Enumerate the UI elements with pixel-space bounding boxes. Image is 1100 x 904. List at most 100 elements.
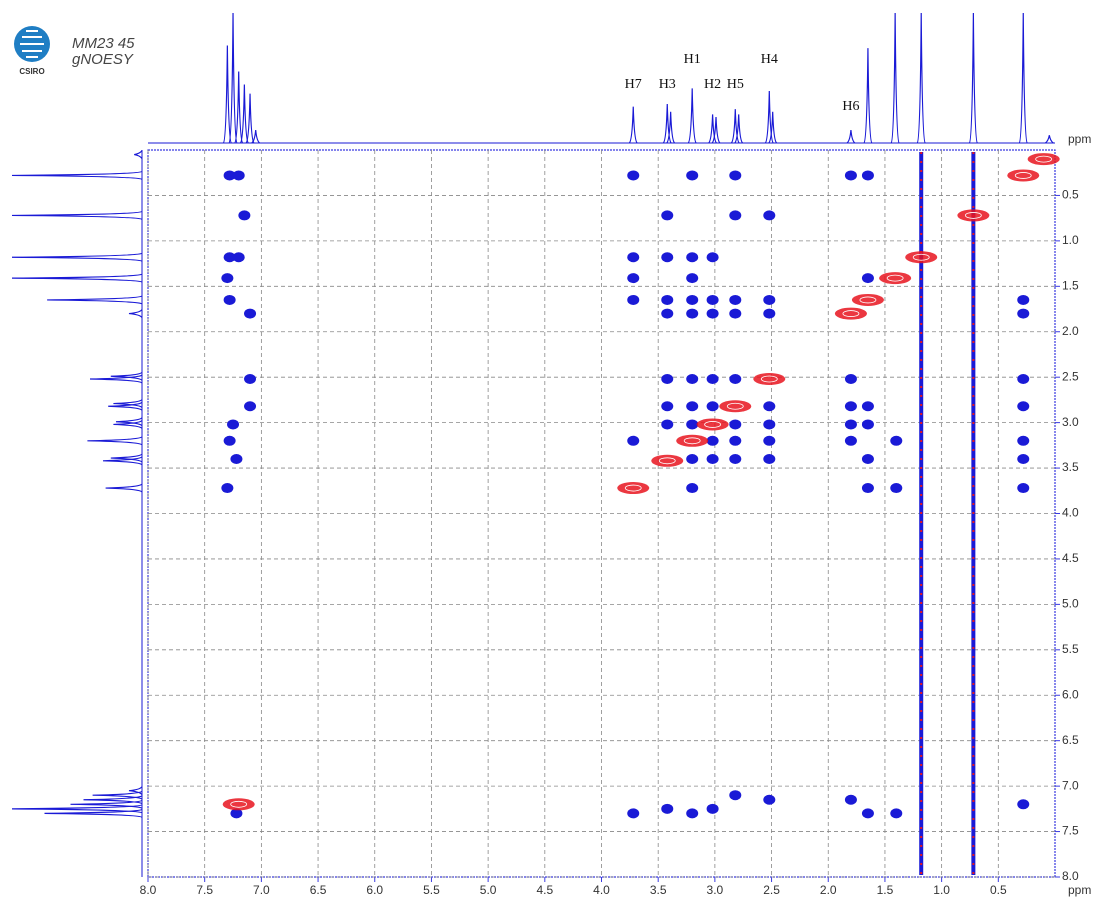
cross-peak [844, 435, 857, 446]
cross-peak [844, 794, 857, 805]
x-tick-label: 7.5 [196, 883, 213, 897]
cross-peak [729, 419, 742, 430]
cross-peak [729, 210, 742, 221]
cross-peak [627, 294, 640, 305]
left-peak [128, 786, 143, 796]
peak-label: H2 [704, 77, 721, 92]
cross-peak [1017, 401, 1030, 412]
top-peak [890, 12, 900, 144]
x-tick-label: 6.0 [366, 883, 383, 897]
x-tick-label: 2.5 [763, 883, 780, 897]
top-peak [687, 88, 697, 144]
cross-peak [890, 483, 903, 494]
cross-peak [905, 251, 938, 264]
cross-peak-contour [683, 437, 701, 445]
top-peak [1044, 135, 1054, 144]
cross-peak [706, 252, 719, 263]
top-peak [711, 116, 721, 144]
cross-peak [617, 482, 650, 495]
cross-peak [223, 294, 236, 305]
top-peak [846, 129, 856, 144]
cross-peak [844, 170, 857, 181]
cross-peak [244, 374, 257, 385]
cross-peak [890, 808, 903, 819]
top-peak [222, 45, 232, 144]
cross-peak [686, 294, 699, 305]
peak-label: H6 [842, 99, 859, 114]
left-peak [11, 170, 143, 180]
top-peak [666, 111, 676, 144]
cross-peak-contour [859, 296, 877, 304]
cross-peak [834, 307, 867, 320]
peak-label: H3 [659, 77, 676, 92]
cross-peak [706, 453, 719, 464]
cross-peak [861, 483, 874, 494]
x-tick-label: 2.0 [820, 883, 837, 897]
cross-peak-contour [886, 274, 904, 282]
cross-peak [706, 435, 719, 446]
top-peak [863, 48, 873, 144]
cross-peak [861, 401, 874, 412]
cross-peak [879, 272, 912, 285]
cross-peak [1017, 483, 1030, 494]
cross-peak [763, 210, 776, 221]
top-peak [916, 12, 926, 144]
cross-peak [763, 435, 776, 446]
left-peak [115, 417, 143, 427]
y-tick-label: 7.5 [1062, 824, 1079, 838]
left-peak [11, 210, 143, 220]
y-tick-label: 4.0 [1062, 506, 1079, 520]
cross-peak [890, 435, 903, 446]
cross-peak [244, 401, 257, 412]
cross-peak [230, 453, 243, 464]
y-tick-label: 7.0 [1062, 778, 1079, 792]
cross-peak [661, 374, 674, 385]
cross-peak [719, 400, 752, 413]
left-peak [105, 483, 143, 493]
cross-peak [661, 294, 674, 305]
y-tick-label: 1.0 [1062, 233, 1079, 247]
cross-peak [244, 308, 257, 319]
peak-label: H4 [761, 52, 778, 67]
cross-peak [706, 803, 719, 814]
cross-peak [763, 294, 776, 305]
cross-peak [844, 401, 857, 412]
left-peak [92, 790, 143, 800]
cross-peak [1017, 308, 1030, 319]
cross-peak [729, 170, 742, 181]
y-tick-label: 6.5 [1062, 733, 1079, 747]
left-peak [11, 252, 143, 262]
top-peak [1018, 12, 1028, 144]
cross-peak [1017, 799, 1030, 810]
cross-peak [661, 308, 674, 319]
cross-peak [706, 401, 719, 412]
cross-peak [223, 170, 236, 181]
top-peak [662, 103, 672, 144]
top-peak [234, 71, 244, 144]
cross-peak [223, 435, 236, 446]
cross-peak [686, 808, 699, 819]
cross-peak [729, 453, 742, 464]
cross-peak-contour [964, 212, 982, 219]
y-tick-label: 1.5 [1062, 278, 1079, 292]
cross-peak [686, 374, 699, 385]
top-peak [730, 109, 740, 144]
top-peak [251, 129, 261, 144]
cross-peak [1017, 374, 1030, 385]
cross-peak [763, 419, 776, 430]
x-tick-label: 4.5 [536, 883, 553, 897]
cross-peak [696, 418, 729, 431]
cross-peak [729, 374, 742, 385]
cross-peak [238, 210, 251, 221]
cross-peak [861, 453, 874, 464]
top-peak [245, 93, 255, 144]
left-peak [89, 374, 143, 384]
cross-peak [221, 483, 234, 494]
cross-peak [957, 209, 990, 222]
cross-peak [661, 252, 674, 263]
cross-peak [706, 308, 719, 319]
cross-peak [861, 273, 874, 284]
x-tick-label: 6.5 [310, 883, 327, 897]
title-line: MM23 45 [72, 35, 135, 52]
